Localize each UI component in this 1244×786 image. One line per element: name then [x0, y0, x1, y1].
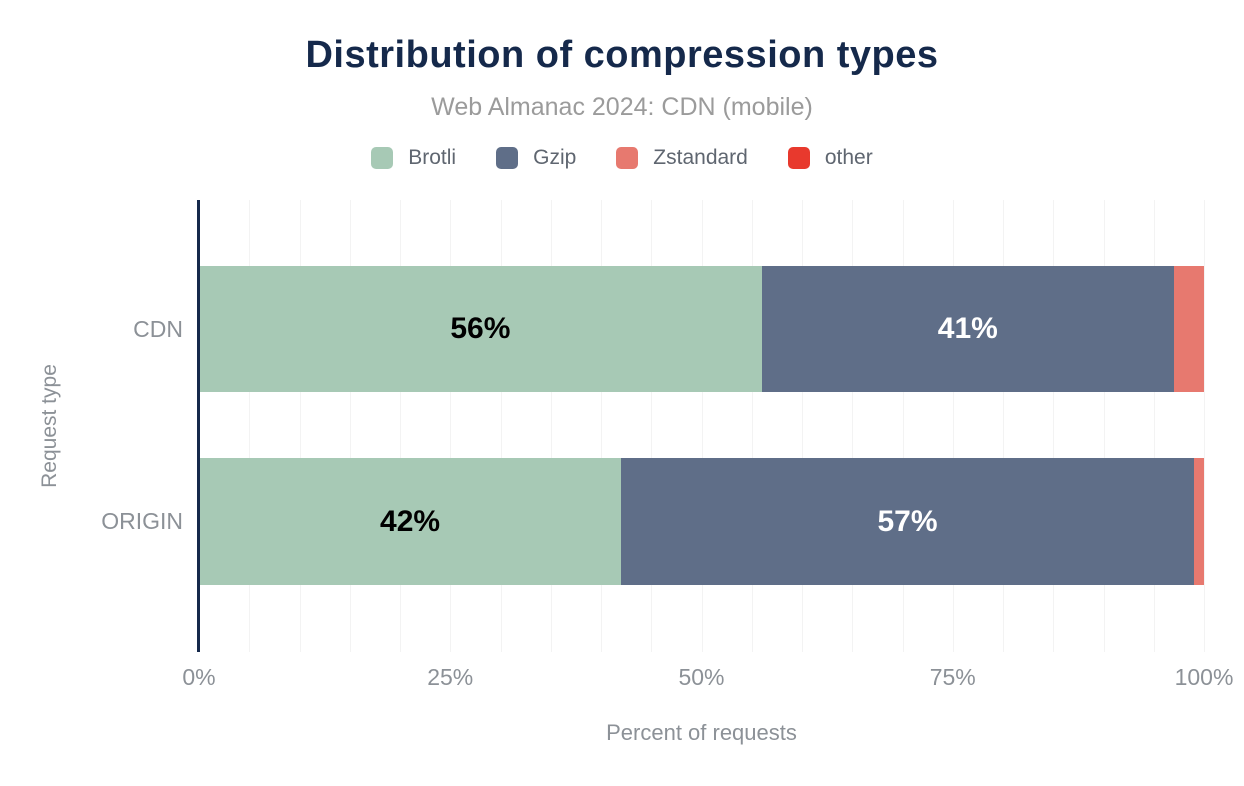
gridline	[1153, 200, 1155, 652]
gridline	[349, 200, 351, 652]
gridline	[450, 200, 452, 652]
gridline	[249, 200, 251, 652]
bar-segment-cdn-gzip: 41%	[761, 266, 1174, 392]
category-label-origin: ORIGIN	[101, 508, 183, 534]
x-tick-label: 0%	[182, 664, 216, 690]
legend-item-other: other	[787, 146, 873, 170]
y-axis-label: Request type	[38, 364, 61, 488]
gridline	[952, 200, 954, 652]
gridline	[1003, 200, 1004, 652]
gridline	[802, 200, 803, 652]
bar-origin: 42% 57%	[199, 458, 1204, 585]
category-label-cdn: CDN	[133, 315, 183, 342]
legend-swatch-icon	[371, 147, 394, 169]
plot-area: 56% 41% CDN 42% 57% ORIGIN 0% 25% 50% 75% 100%	[101, 200, 1233, 690]
legend-label: Brotli	[408, 146, 457, 169]
x-tick-label: 50%	[678, 664, 725, 690]
gridline	[550, 200, 552, 652]
legend-label: Gzip	[533, 146, 577, 169]
gridline	[701, 200, 703, 652]
legend-item-zstandard: Zstandard	[616, 146, 748, 170]
gridline	[601, 200, 602, 652]
bar-segment-cdn-brotli: 56%	[199, 266, 762, 392]
gridline	[902, 200, 904, 652]
x-axis-label: Percent of requests	[606, 720, 797, 745]
legend-swatch-icon	[616, 147, 639, 169]
chart-subtitle: Web Almanac 2024: CDN (mobile)	[431, 93, 813, 121]
gridline	[500, 200, 502, 652]
legend-item-brotli: Brotli	[371, 146, 456, 170]
chart-title: Distribution of compression types	[305, 34, 939, 76]
bar-segment-origin-brotli: 42%	[199, 458, 622, 585]
x-tick-label: 75%	[929, 664, 976, 690]
gridline	[852, 200, 854, 652]
gridline	[751, 200, 753, 652]
bar-segment-origin-gzip: 57%	[621, 458, 1194, 585]
gridline	[1053, 200, 1055, 652]
y-axis-line	[197, 200, 200, 652]
x-tick-label: 25%	[427, 664, 474, 690]
legend: Brotli Gzip Zstandard other	[0, 146, 1244, 170]
gridline	[299, 200, 301, 652]
bar-segment-origin-zstandard	[1193, 458, 1204, 585]
legend-swatch-icon	[787, 147, 810, 169]
bar-cdn: 56% 41%	[199, 266, 1204, 392]
x-tick-label: 100%	[1174, 664, 1234, 690]
data-label: 41%	[937, 312, 998, 345]
gridline	[1103, 200, 1105, 652]
data-label: 57%	[877, 504, 938, 538]
gridline	[400, 200, 401, 652]
legend-label: other	[824, 146, 873, 169]
bar-segment-cdn-zstandard	[1173, 266, 1204, 392]
gridline	[651, 200, 653, 652]
gridline	[1204, 200, 1205, 652]
legend-swatch-icon	[496, 147, 519, 169]
data-label: 56%	[450, 312, 511, 345]
legend-item-gzip: Gzip	[496, 146, 576, 170]
data-label: 42%	[380, 504, 441, 538]
legend-label: Zstandard	[653, 146, 748, 169]
